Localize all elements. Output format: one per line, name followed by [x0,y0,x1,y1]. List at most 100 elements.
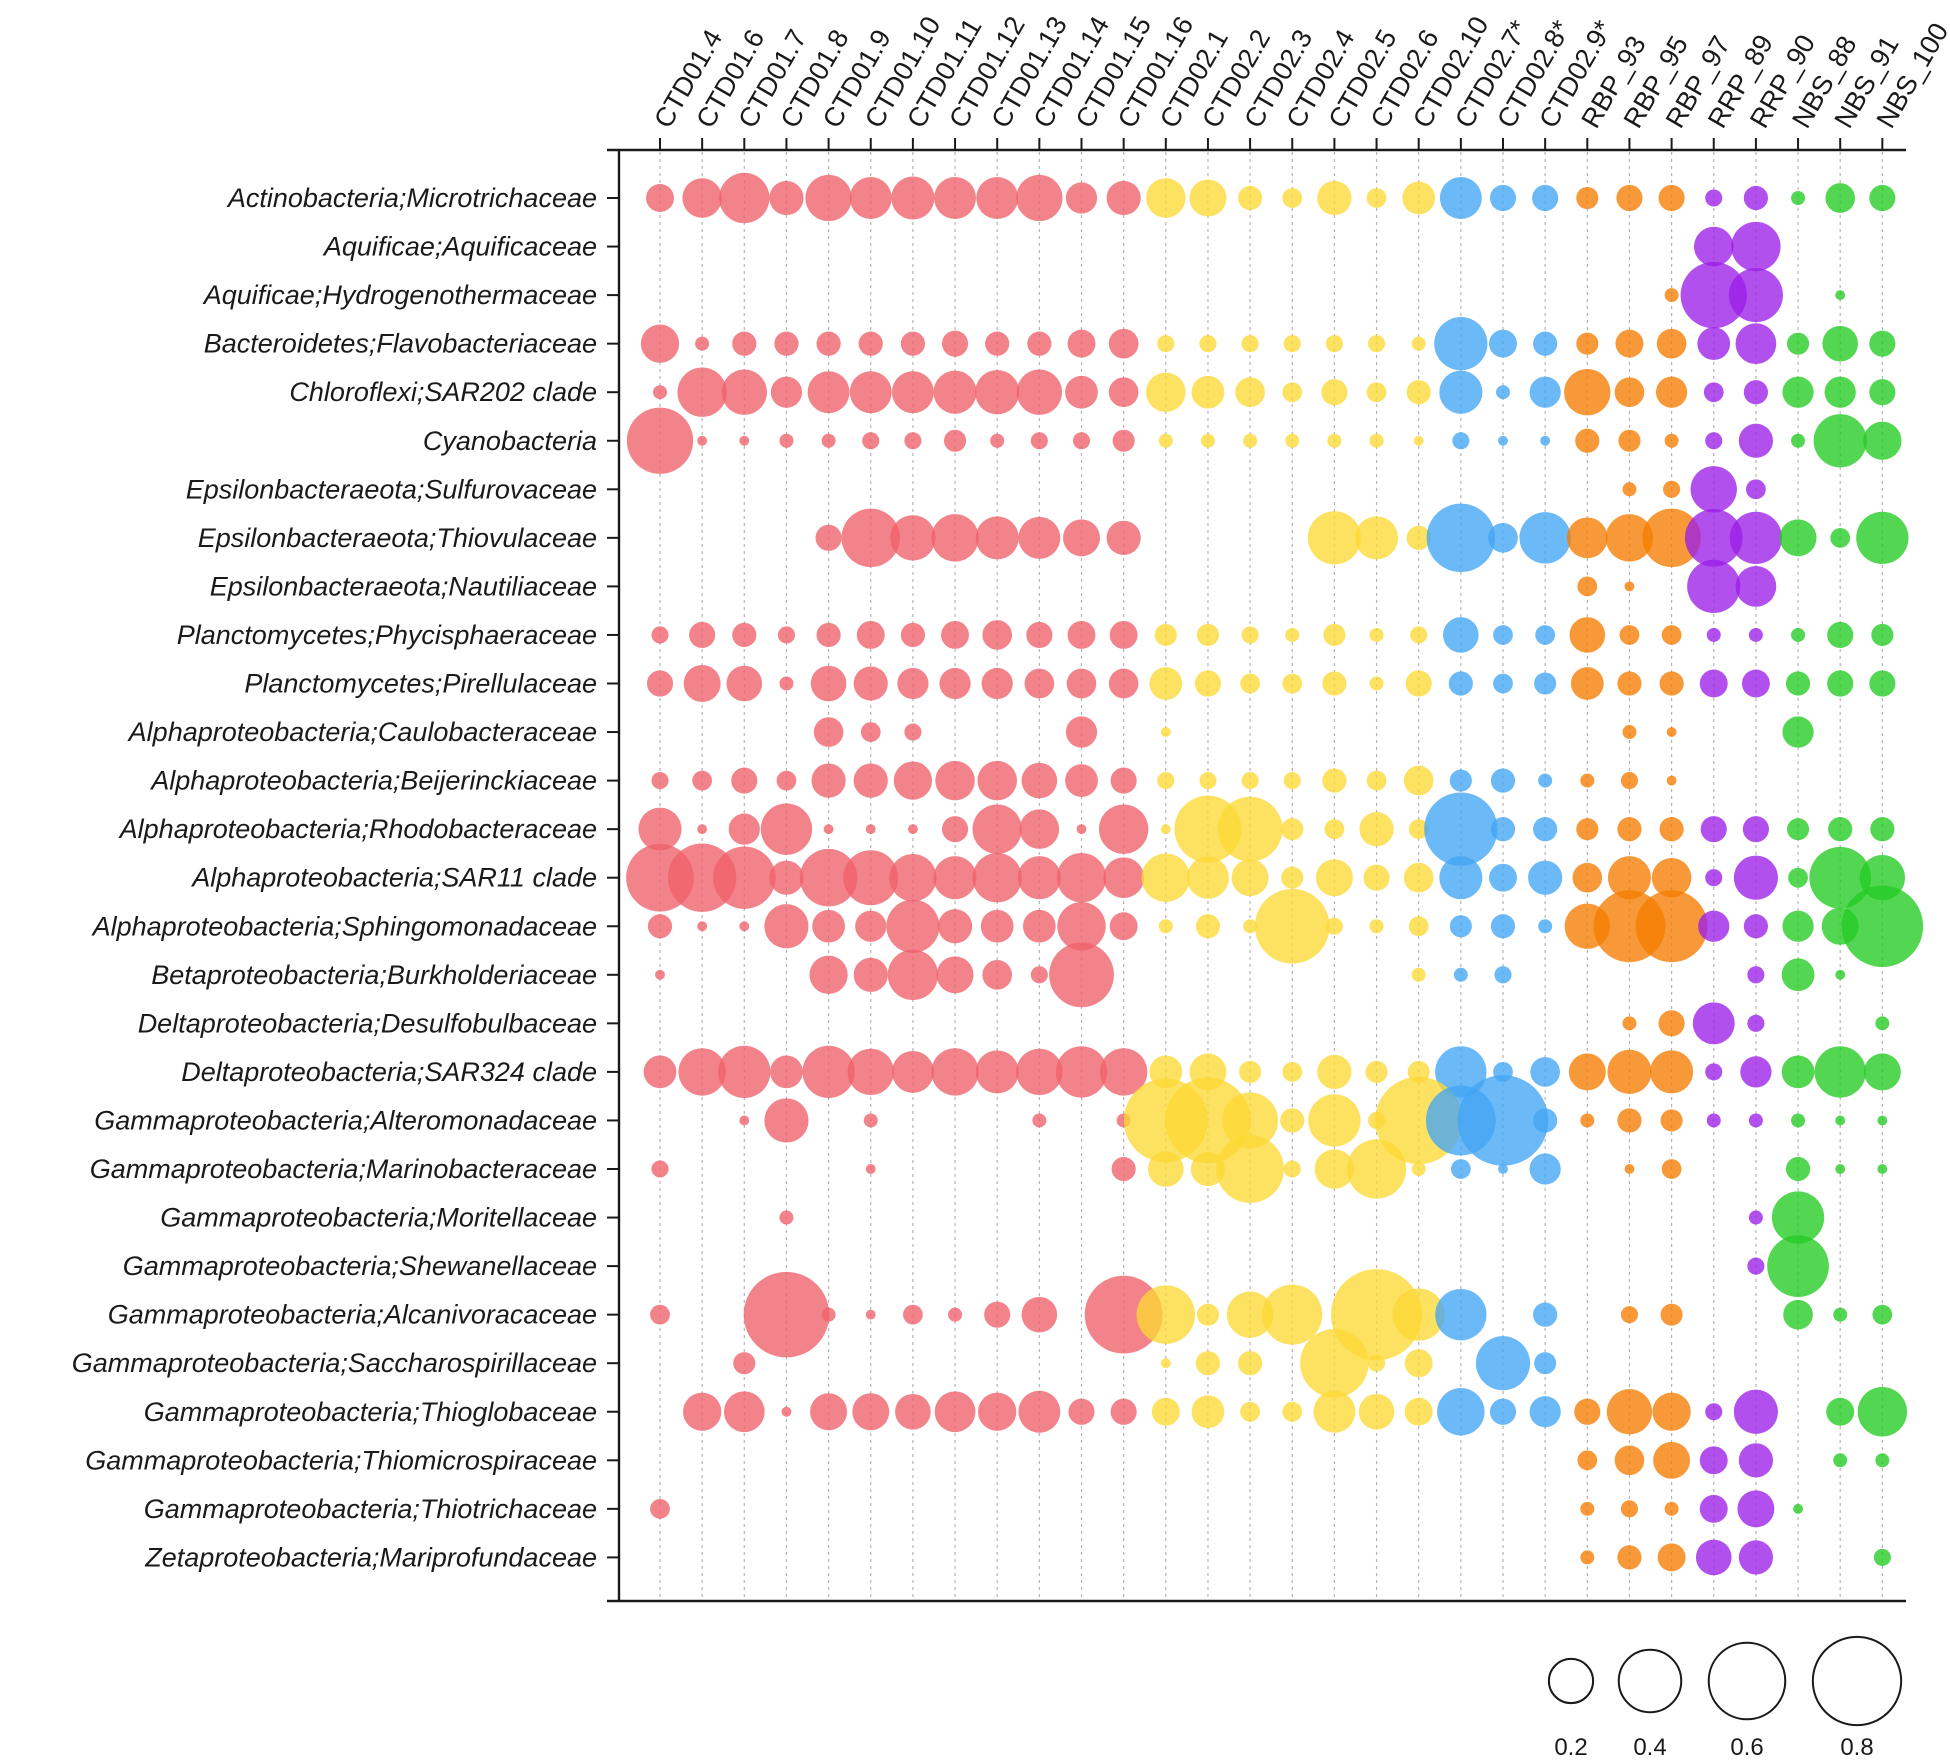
row-label: Gammaproteobacteria;Thioglobaceae [144,1397,597,1427]
bubble [1199,335,1217,353]
bubble [1828,817,1853,842]
bubble [1439,177,1482,219]
bubble [799,848,858,907]
bubble [1534,672,1557,695]
bubble [1109,620,1138,649]
bubble [1108,328,1139,359]
bubble [1871,623,1894,646]
bubble [1283,772,1301,790]
bubble [1241,772,1259,790]
bubble [1358,1393,1395,1430]
bubble [1099,1048,1148,1096]
bubble [677,367,727,417]
bubble [1490,914,1516,939]
bubble [1622,482,1637,497]
bubble [697,435,708,446]
bubble [815,524,842,551]
bubble [1785,671,1811,696]
bubble [1408,916,1429,937]
bubble [1402,181,1436,215]
bubble [1835,290,1846,301]
bubble [1659,671,1684,696]
bubble [1617,1108,1642,1133]
bubble [1403,862,1434,893]
bubble [1577,1450,1598,1471]
bubble [1410,626,1428,644]
bubble [1728,268,1783,323]
bubble [1651,857,1692,898]
bubble [1369,676,1384,691]
bubble [985,331,1010,356]
bubble [1067,620,1096,649]
row-label: Betaproteobacteria;Burkholderiaceae [151,960,597,990]
bubble [1605,514,1654,562]
bubble [1449,915,1472,938]
bubble [860,722,881,742]
row-label: Aquificae;Hydrogenothermaceae [202,280,597,310]
bubble [847,1048,894,1096]
row-label: Chloroflexi;SAR202 clade [289,377,597,407]
bubble [651,772,669,790]
bubble [1809,846,1872,909]
bubble [1538,919,1553,934]
bubble [1066,668,1097,699]
bubble [1657,1543,1686,1572]
bubble [816,622,841,648]
bubble [1666,775,1677,786]
bubble [1018,516,1061,559]
bubble [1659,817,1684,842]
bubble [1825,183,1856,213]
bubble [1869,379,1896,406]
bubble [732,331,757,356]
bubble [764,904,809,949]
bubble [650,1498,670,1519]
bubbles [626,172,1924,1576]
bubble [1564,369,1611,416]
bubble [1650,1050,1694,1094]
bubble [812,909,845,943]
bubble [948,1307,963,1322]
bubble [1238,1351,1263,1376]
bubble [1782,910,1814,942]
bubble [1607,1049,1652,1094]
bubble [1779,519,1817,557]
bubble [1189,179,1227,217]
row-label: Alphaproteobacteria;Rhodobacteraceae [118,814,597,844]
bubble [1618,429,1641,452]
bubble [678,1048,726,1096]
bubble [1405,670,1432,697]
bubble [841,508,900,568]
row-label: Deltaproteobacteria;SAR324 clade [181,1057,597,1087]
bubble [647,914,673,939]
bubble [1529,1153,1561,1185]
bubble [1325,335,1343,353]
bubble [1404,1349,1433,1378]
bubble [1877,1164,1888,1174]
bubble [849,371,892,414]
bubble [1617,817,1642,842]
column-labels: CTD01.4CTD01.6CTD01.7CTD01.8CTD01.9CTD01… [648,11,1950,133]
bubble [1655,376,1688,408]
bubble [1737,1490,1775,1528]
bubble [1068,1398,1095,1425]
bubble [975,370,1020,415]
bubble [1411,967,1426,982]
legend-circle [1547,1657,1595,1705]
bubble [739,435,750,446]
row-label: Planctomycetes;Phycisphaeraceae [177,620,597,650]
bubble [1566,517,1608,559]
bubble [1741,669,1770,698]
bubble [721,369,767,415]
bubble [1824,376,1856,408]
bubble [1366,382,1387,403]
bubble [1705,432,1723,450]
bubble [1196,623,1219,646]
bubble [760,803,813,855]
bubble [1369,919,1384,934]
bubble [1528,860,1563,895]
bubble [1016,174,1063,222]
bubble [897,667,929,700]
bubble [862,432,880,450]
bubble [972,853,1022,903]
